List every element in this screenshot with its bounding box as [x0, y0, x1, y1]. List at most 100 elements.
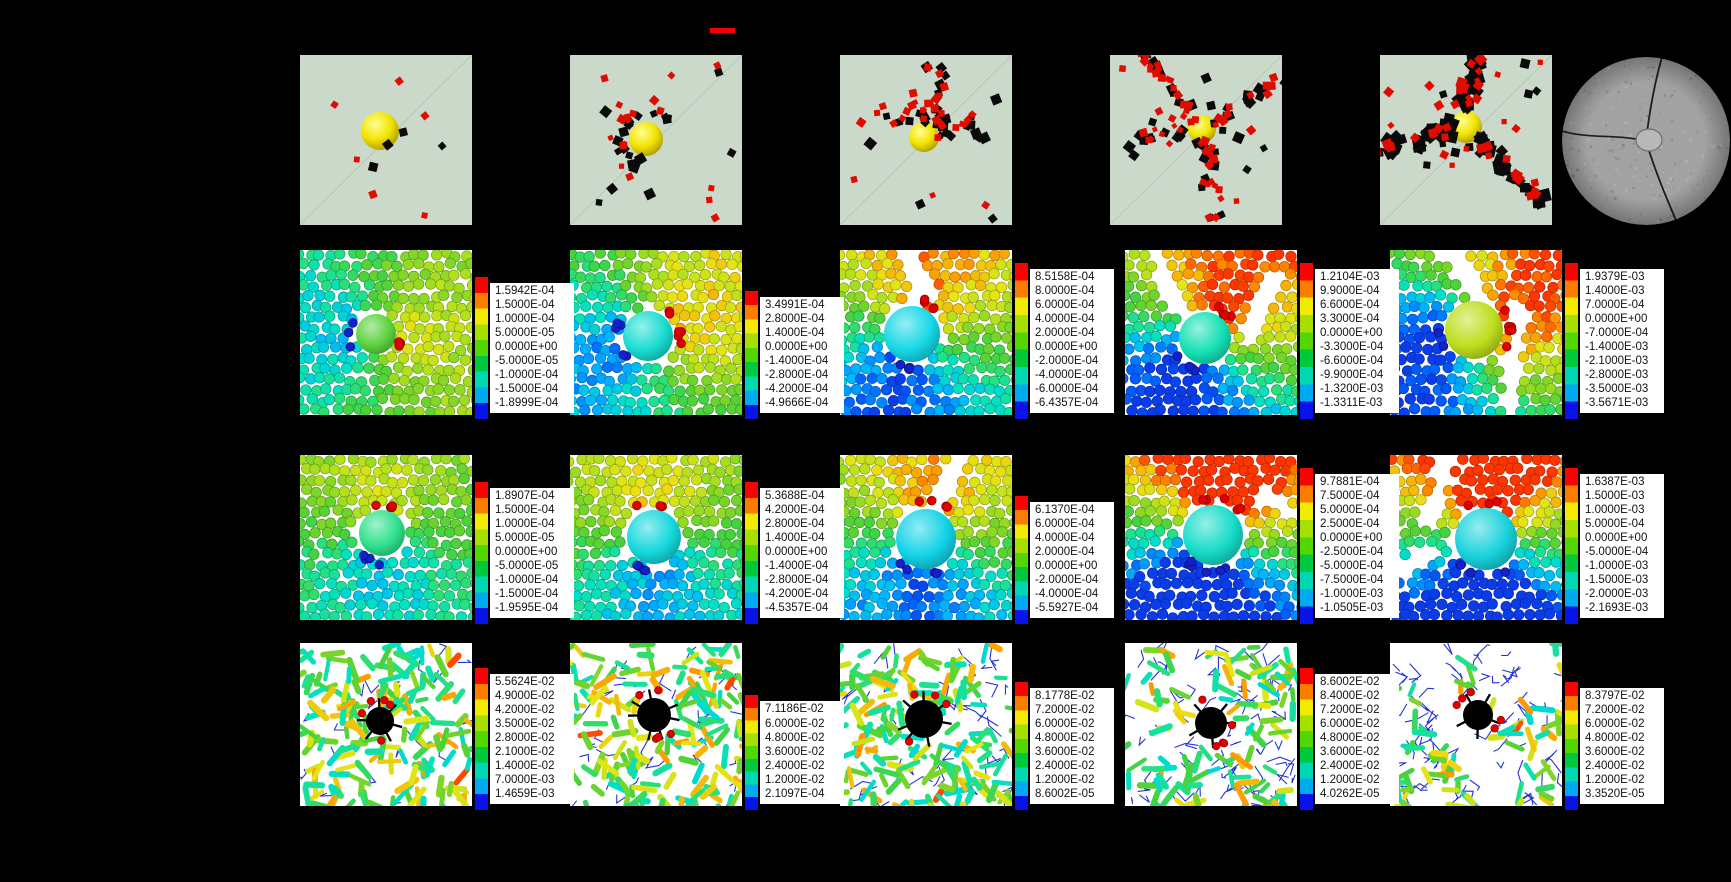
colorbar-tick-value: 1.2000E-02 [1320, 774, 1380, 787]
colorbar-tick-value: 7.2000E-02 [1035, 703, 1095, 716]
colorbar-tick-labels: 5.5624E-02 4.9000E-02 4.2000E-02 3.5000E-02… [490, 673, 574, 804]
colorbar-tick-value: 1.5000E-04 [495, 298, 555, 311]
displacement-field-row-2-panel-4 [1125, 455, 1297, 620]
accent-particles [1433, 305, 1517, 352]
colorbar-tick-value: 2.8000E-04 [765, 312, 825, 325]
colorbar-tick-labels: 1.8907E-04 1.5000E-04 1.0000E-04 5.0000E-05… [490, 487, 574, 618]
central-colloid-sphere [627, 510, 681, 564]
colorbar-tick-labels: 8.5158E-04 8.0000E-04 6.0000E-04 4.0000E-04… [1030, 269, 1114, 413]
colorbar-strip [1015, 263, 1028, 419]
colorbar-tick-value: 0.0000E+00 [1320, 327, 1383, 340]
particle-field [570, 455, 742, 620]
colorbar-tick-value: 4.2000E-02 [495, 703, 555, 716]
colorbar-tick-value: -3.3000E-04 [1320, 341, 1384, 354]
colorbar-tick-value: -6.0000E-04 [1035, 383, 1099, 396]
colorbar-tick-value: -3.5000E-03 [1585, 383, 1649, 396]
colorbar-tick-value: 4.8000E-02 [1035, 731, 1095, 744]
colorbar-tick-value: 4.8000E-02 [1585, 731, 1645, 744]
colorbar-tick-value: 3.5000E-02 [495, 718, 555, 731]
colorbar-tick-value: -4.9666E-04 [765, 397, 829, 410]
snapshot-svg [1110, 55, 1282, 225]
colorbar-strip [475, 667, 488, 810]
colorbar-tick-value: 4.0262E-05 [1320, 788, 1380, 801]
colorbar-tick-value: -1.3311E-03 [1320, 397, 1383, 410]
colorbar-tick-value: 7.2000E-02 [1320, 703, 1380, 716]
colorbar-tick-value: 6.0000E-04 [1035, 299, 1095, 312]
network-svg [300, 643, 472, 806]
colorbar-tick-value: 1.4000E-04 [765, 532, 825, 545]
colorbar-tick-value: 5.0000E-05 [495, 327, 555, 340]
accent-particles [632, 500, 667, 576]
colorbar-strip [475, 481, 488, 624]
colorbar-tick-value: 6.0000E-02 [1585, 717, 1645, 730]
displacement-field-row-2-panel-2 [570, 455, 742, 620]
colorbar-tick-value: -1.8999E-04 [495, 397, 559, 410]
colorbar-tick-labels: 7.1186E-02 6.0000E-02 4.8000E-02 3.6000E-02… [760, 701, 844, 804]
colorbar-tick-value: 6.0000E-04 [1035, 517, 1095, 530]
colorbar-tick-labels: 6.1370E-04 6.0000E-04 4.0000E-04 2.0000E-04… [1030, 501, 1114, 618]
legend-line-marker [710, 28, 735, 33]
colorbar-tick-value: -5.0000E-05 [495, 560, 559, 573]
colorbar-tick-value: 7.5000E-04 [1320, 490, 1380, 503]
network-stress-row-panel-4 [1125, 643, 1297, 806]
accent-particles [343, 318, 406, 352]
red-particles [600, 61, 722, 223]
colorbar-tick-value: 3.4991E-04 [765, 298, 825, 311]
colorbar-tick-value: 4.0000E-04 [1035, 531, 1095, 544]
colorbar-tick-labels: 1.6387E-03 1.5000E-03 1.0000E-03 5.0000E-04… [1580, 474, 1664, 618]
accent-particles [610, 306, 686, 361]
snapshot-panel-5 [1380, 55, 1552, 225]
accent-particles [1172, 301, 1236, 376]
central-colloid-sphere [884, 306, 940, 362]
particle-field [840, 455, 1012, 620]
colorbar-strip [1300, 468, 1313, 624]
red-marker-particles [1198, 695, 1237, 751]
colorbar-tick-value: -5.5927E-04 [1035, 602, 1099, 615]
colorbar-tick-value: 6.0000E-02 [1320, 718, 1380, 731]
colorbar-tick-value: 8.1778E-02 [1035, 689, 1095, 702]
colorbar-tick-value: 1.5942E-04 [495, 284, 555, 297]
colorbar-tick-value: 2.4000E-02 [1035, 760, 1095, 773]
colorbar-tick-value: 0.0000E+00 [1585, 313, 1648, 326]
colorbar-tick-value: 5.5624E-02 [495, 675, 555, 688]
colorbar-strip [1565, 681, 1578, 810]
colorbar-tick-value: -6.6000E-04 [1320, 355, 1384, 368]
colorbar-tick-value: 7.2000E-02 [1585, 703, 1645, 716]
colorbar-tick-value: 1.5000E-04 [495, 503, 555, 516]
colorbar-tick-value: -9.9000E-04 [1320, 369, 1384, 382]
red-marker-particles [635, 686, 675, 743]
colorbar-strip [475, 276, 488, 419]
colorbar-tick-value: 8.3797E-02 [1585, 689, 1645, 702]
colloid-sphere [629, 122, 663, 156]
colorbar-tick-value: 2.0000E-04 [1035, 327, 1095, 340]
network-svg [570, 643, 742, 806]
accent-particles [1455, 496, 1510, 578]
colorbar-tick-value: 2.5000E-04 [1320, 518, 1380, 531]
colorbar-tick-value: -1.5000E-03 [1585, 574, 1649, 587]
network-tubes [300, 643, 472, 806]
colorbar-tick-labels: 8.6002E-02 8.4000E-02 7.2000E-02 6.0000E-02… [1315, 673, 1399, 804]
colorbar-tick-value: -7.5000E-04 [1320, 574, 1384, 587]
central-colloid-sphere [623, 311, 673, 361]
colorbar-tick-value: 1.2000E-02 [1585, 774, 1645, 787]
colorbar-tick-labels: 9.7881E-04 7.5000E-04 5.0000E-04 2.5000E-04… [1315, 474, 1399, 618]
field-svg [1390, 455, 1562, 620]
colorbar-tick-value: 0.0000E+00 [1585, 532, 1648, 545]
red-marker-particles [904, 690, 951, 746]
micrograph-svg [1562, 57, 1730, 225]
colorbar-tick-value: 8.6002E-05 [1035, 788, 1095, 801]
colorbar-strip [1565, 263, 1578, 419]
colorbar-tick-value: 2.8000E-02 [495, 732, 555, 745]
central-particle-silhouette [637, 698, 671, 732]
colorbar-tick-labels: 8.1778E-02 7.2000E-02 6.0000E-02 4.8000E-02… [1030, 687, 1114, 804]
network-tubes [1125, 644, 1297, 806]
colorbar-tick-value: 9.7881E-04 [1320, 476, 1380, 488]
colorbar-tick-value: -1.0000E-03 [1320, 588, 1384, 601]
colloid-sphere [1450, 111, 1482, 143]
colorbar-tick-value: 4.8000E-02 [1320, 732, 1380, 745]
colorbar-tick-value: 0.0000E+00 [1320, 532, 1383, 545]
colorbar-tick-value: -4.2000E-04 [765, 588, 829, 601]
colorbar-tick-value: -2.8000E-04 [765, 369, 829, 382]
colorbar-tick-value: 4.0000E-04 [1035, 313, 1095, 326]
colorbar-tick-value: -1.0000E-03 [1585, 560, 1649, 573]
